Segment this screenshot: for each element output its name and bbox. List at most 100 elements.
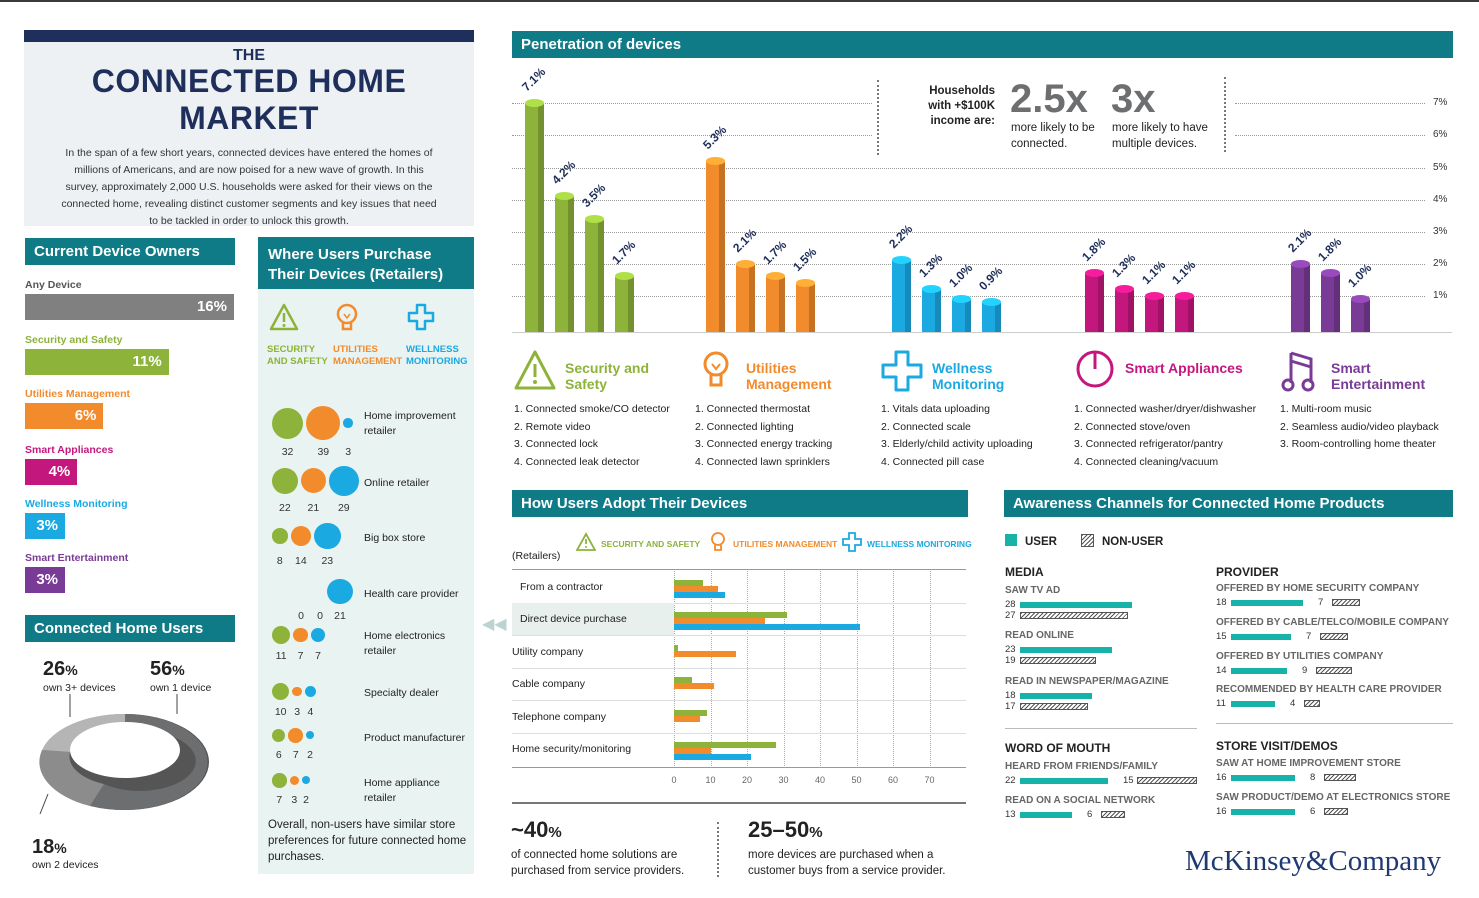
gridline: [512, 232, 1425, 233]
user-value: 15: [1216, 631, 1227, 642]
device-list-item: 3. Connected lock: [514, 438, 599, 450]
nonuser-bar: [1020, 612, 1128, 619]
adopt-legend-label: UTILITIES MANAGEMENT: [733, 539, 838, 549]
nonuser-value: 27: [1005, 610, 1016, 621]
users-header: Connected Home Users: [25, 615, 235, 642]
bar-cap: [1351, 294, 1370, 303]
retailer-bubble: [327, 579, 353, 605]
retailer-bubble: [272, 683, 290, 701]
nonuser-value: 8: [1310, 772, 1316, 783]
brand-logo: McKinsey&Company: [1185, 845, 1442, 877]
hh-label: Households with +$100K income are:: [928, 85, 995, 127]
bar: [1291, 264, 1310, 332]
retailer-value: 3: [291, 793, 298, 806]
adopt-top-line: [512, 569, 966, 570]
collapse-arrow-icon[interactable]: ◀◀: [482, 616, 507, 633]
adopt-divider: [512, 802, 966, 804]
x-tick-label: 40: [814, 775, 825, 785]
user-value: 18: [1216, 597, 1227, 608]
retailer-value: 11: [275, 650, 287, 663]
user-bar: [1231, 775, 1295, 781]
device-list-item: 4. Connected leak detector: [514, 455, 640, 468]
device-list-item: 3. Room-controlling home theater: [1280, 438, 1436, 450]
bar-cap: [615, 272, 634, 281]
user-value: 13: [1005, 809, 1016, 820]
bar-cap: [766, 272, 785, 281]
x-tick-label: 20: [741, 775, 752, 785]
channel-label: RECOMMENDED BY HEALTH CARE PROVIDER: [1216, 684, 1442, 695]
category-title: Wellness Monitoring: [932, 360, 1005, 392]
adopt-row-label: Telephone company: [512, 711, 606, 723]
retailer-value: 39: [317, 446, 330, 459]
retailer-value: 3: [294, 706, 301, 719]
adopt-bar: [674, 580, 704, 586]
nonuser-bar: [1320, 633, 1348, 640]
retailer-value: 32: [281, 446, 294, 459]
owner-bar: 4%: [25, 459, 78, 485]
music-note-icon: [1281, 351, 1315, 392]
retailer-category-label: SECURITY AND SAFETY: [267, 344, 328, 367]
category-device-list: 1. Connected smoke/CO detector 2. Remote …: [514, 401, 704, 471]
bar-value-label: 2.2%: [886, 222, 916, 252]
device-list-item: 4. Connected cleaning/vacuum: [1074, 455, 1219, 468]
donut-slice-own-2-devices: [39, 750, 104, 806]
adopt-bar: [674, 716, 700, 722]
device-list-item: 2. Remote video: [514, 420, 591, 433]
retailer-bubble: [272, 407, 304, 439]
nonuser-bar: [1020, 657, 1096, 664]
warning-icon: [269, 303, 299, 331]
retailers-panel: Where Users Purchase Their Devices (Reta…: [258, 237, 474, 874]
nonuser-bar: [1324, 774, 1356, 781]
adopt-bar: [674, 748, 711, 754]
nonuser-value: 15: [1123, 775, 1134, 786]
category-device-list: 1. Connected washer/dryer/dishwasher 2. C…: [1074, 401, 1264, 471]
nonuser-value: 6: [1087, 809, 1093, 820]
y-tick-label: 5%: [1433, 162, 1448, 173]
bar-value-label: 1.1%: [1139, 257, 1169, 287]
retailer-value: 29: [337, 501, 350, 514]
device-list-item: 1. Connected thermostat: [695, 403, 810, 415]
bar-cap: [892, 256, 911, 265]
user-value: 22: [1005, 775, 1016, 786]
adopt-bar: [674, 624, 861, 630]
user-value: 11: [1216, 698, 1226, 709]
bar-value-label: 1.1%: [1169, 257, 1199, 287]
leader-line-c: [39, 793, 49, 815]
users-stat-c: 18%: [32, 836, 67, 858]
baseline: [512, 332, 1452, 333]
user-bar: [1231, 809, 1295, 815]
adopt-row-label: Utility company: [512, 646, 584, 658]
bar: [555, 197, 574, 332]
retailer-bubble: [304, 686, 316, 698]
x-tick-label: 10: [705, 775, 716, 785]
bar-value-label: 1.0%: [946, 260, 976, 290]
retailer-value: 2: [303, 793, 309, 806]
bar-value-label: 0.9%: [976, 263, 1006, 294]
store-heading: STORE VISIT/DEMOS: [1216, 739, 1338, 753]
retailer-name: Online retailer: [364, 476, 430, 489]
user-bar: [1231, 600, 1303, 606]
adopt-bar: [674, 742, 777, 748]
channel-label: OFFERED BY HOME SECURITY COMPANY: [1216, 583, 1420, 594]
x-gridline: [893, 569, 894, 766]
owner-label: Smart Appliances: [25, 444, 114, 456]
gridline: [512, 135, 872, 136]
device-list-item: 2. Connected scale: [881, 420, 971, 433]
user-value: 23: [1005, 644, 1016, 655]
stat-divider-right: [1224, 77, 1226, 152]
bar-cap: [706, 156, 725, 165]
users-stat-b-label: own 1 device: [150, 682, 212, 694]
bar-cap: [952, 294, 971, 303]
adopt-bar: [674, 651, 737, 657]
owner-label: Wellness Monitoring: [25, 498, 128, 510]
bar: [736, 264, 755, 332]
x-tick-label: 30: [778, 775, 789, 785]
device-list-item: 1. Vitals data uploading: [881, 403, 990, 415]
user-legend-label: USER: [1025, 536, 1057, 548]
retailer-value: 14: [295, 555, 307, 568]
bar: [615, 277, 634, 332]
x-gridline: [747, 569, 748, 766]
retailer-category-label: WELLNESS MONITORING: [406, 344, 468, 367]
nonuser-value: 6: [1310, 806, 1316, 817]
bar-cap: [796, 278, 815, 287]
